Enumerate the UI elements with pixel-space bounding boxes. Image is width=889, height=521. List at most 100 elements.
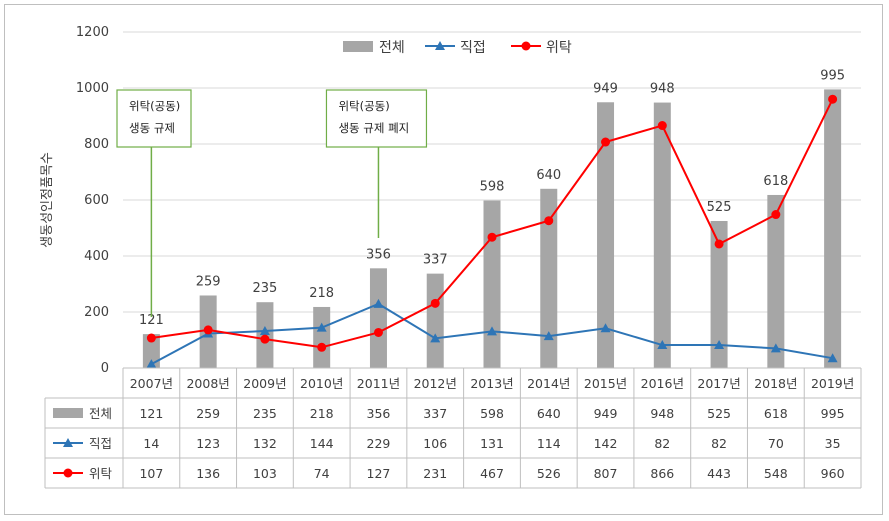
data-point bbox=[146, 333, 156, 343]
table-row-label: 직접 bbox=[89, 436, 112, 451]
table-cell: 229 bbox=[367, 436, 391, 451]
table-cell: 121 bbox=[139, 406, 163, 421]
legend-marker bbox=[521, 41, 531, 51]
bar-value-label: 949 bbox=[593, 81, 618, 96]
bar-value-labels: 121 259 235 218 356 337 598 640 949 948 525 618 995 bbox=[139, 68, 845, 328]
annotation-line: 생동 규제 폐지 bbox=[338, 121, 409, 135]
table-cell: 807 bbox=[594, 466, 618, 481]
bar-total bbox=[426, 273, 444, 368]
table-cell: 526 bbox=[537, 466, 561, 481]
table-cell: 82 bbox=[654, 436, 670, 451]
gridlines bbox=[123, 31, 861, 313]
x-tick-label: 2011년 bbox=[357, 376, 400, 391]
table-cell: 107 bbox=[139, 466, 163, 481]
annotation-box bbox=[325, 89, 428, 148]
y-axis-ticks: 0 200 400 600 800 1000 1200 bbox=[76, 25, 109, 376]
data-table: 2007년 2008년 2009년 2010년 2011년 2012년 2013년 2014년… bbox=[44, 367, 862, 489]
table-cell: 114 bbox=[537, 436, 561, 451]
x-tick-label: 2014년 bbox=[527, 376, 570, 391]
annotation-box bbox=[116, 89, 192, 148]
bar-value-label: 525 bbox=[707, 200, 732, 215]
table-cell: 467 bbox=[480, 466, 504, 481]
y-tick-label: 800 bbox=[84, 137, 109, 152]
bar-total bbox=[710, 221, 728, 368]
bar-value-label: 259 bbox=[196, 274, 221, 289]
annotation-line: 생동 규제 bbox=[129, 121, 175, 135]
y-tick-label: 200 bbox=[84, 305, 109, 320]
table-key-marker bbox=[63, 438, 73, 447]
bar-value-label: 598 bbox=[480, 180, 505, 195]
table-cell: 132 bbox=[253, 436, 277, 451]
table-cell: 525 bbox=[707, 406, 731, 421]
table-cell: 960 bbox=[821, 466, 845, 481]
x-tick-label: 2016년 bbox=[641, 376, 684, 391]
x-tick-label: 2015년 bbox=[584, 376, 627, 391]
table-key-total bbox=[53, 408, 83, 418]
data-point bbox=[827, 353, 838, 363]
legend-swatch-total bbox=[343, 41, 373, 52]
table-cell: 948 bbox=[650, 406, 674, 421]
bar-total bbox=[313, 306, 331, 368]
data-point bbox=[430, 298, 440, 308]
data-point bbox=[373, 298, 384, 308]
legend-marker bbox=[435, 41, 445, 50]
y-tick-label: 400 bbox=[84, 249, 109, 264]
y-tick-label: 600 bbox=[84, 193, 109, 208]
table-cell: 598 bbox=[480, 406, 504, 421]
table-cell: 74 bbox=[314, 466, 330, 481]
data-point bbox=[544, 216, 554, 226]
table-cell: 443 bbox=[707, 466, 731, 481]
x-tick-label: 2013년 bbox=[470, 376, 513, 391]
table-cell: 866 bbox=[650, 466, 674, 481]
table-cell: 337 bbox=[423, 406, 447, 421]
bar-total bbox=[369, 268, 387, 368]
legend-label: 위탁 bbox=[546, 40, 572, 56]
data-point bbox=[828, 94, 838, 104]
table-cell: 231 bbox=[423, 466, 447, 481]
bar-value-label: 337 bbox=[423, 253, 448, 268]
bar-total bbox=[483, 200, 501, 368]
data-point bbox=[657, 121, 667, 131]
table-cell: 70 bbox=[768, 436, 784, 451]
x-tick-label: 2018년 bbox=[754, 376, 797, 391]
x-tick-label: 2010년 bbox=[300, 376, 343, 391]
table-cell: 144 bbox=[310, 436, 334, 451]
data-point bbox=[487, 326, 497, 336]
data-point bbox=[316, 322, 327, 332]
table-cell: 14 bbox=[143, 436, 159, 451]
bar-value-label: 948 bbox=[650, 82, 675, 97]
annotation-line: 위탁(공동) bbox=[129, 99, 180, 113]
table-row-label: 위탁 bbox=[89, 466, 113, 481]
table-cell: 618 bbox=[764, 406, 788, 421]
table-cell: 123 bbox=[196, 436, 220, 451]
table-cell: 127 bbox=[367, 466, 391, 481]
y-tick-label: 1200 bbox=[76, 25, 109, 40]
x-tick-label: 2009년 bbox=[243, 376, 286, 391]
data-point bbox=[317, 342, 327, 352]
table-cell: 35 bbox=[825, 436, 841, 451]
data-point bbox=[771, 210, 781, 220]
bar-value-label: 356 bbox=[366, 247, 391, 262]
table-cell: 356 bbox=[367, 406, 391, 421]
data-point bbox=[600, 323, 611, 333]
data-point bbox=[770, 343, 781, 353]
data-point bbox=[487, 232, 497, 242]
table-cell: 548 bbox=[764, 466, 788, 481]
bar-total bbox=[767, 194, 785, 368]
table-cell: 235 bbox=[253, 406, 277, 421]
table-cell: 259 bbox=[196, 406, 220, 421]
y-axis-title: 생동성인정품목수 bbox=[40, 152, 55, 248]
bar-total bbox=[824, 89, 842, 369]
legend: 전체 직접 위탁 bbox=[343, 40, 572, 56]
data-point bbox=[714, 340, 725, 350]
bar-total bbox=[540, 188, 558, 368]
legend-label: 전체 bbox=[379, 40, 405, 56]
table-cell: 106 bbox=[423, 436, 447, 451]
data-point bbox=[430, 333, 441, 343]
bar-value-label: 995 bbox=[820, 68, 845, 83]
table-cell: 640 bbox=[537, 406, 561, 421]
table-row-label: 전체 bbox=[89, 406, 112, 421]
data-point bbox=[260, 334, 270, 344]
table-cell: 136 bbox=[196, 466, 220, 481]
x-tick-label: 2017년 bbox=[697, 376, 740, 391]
